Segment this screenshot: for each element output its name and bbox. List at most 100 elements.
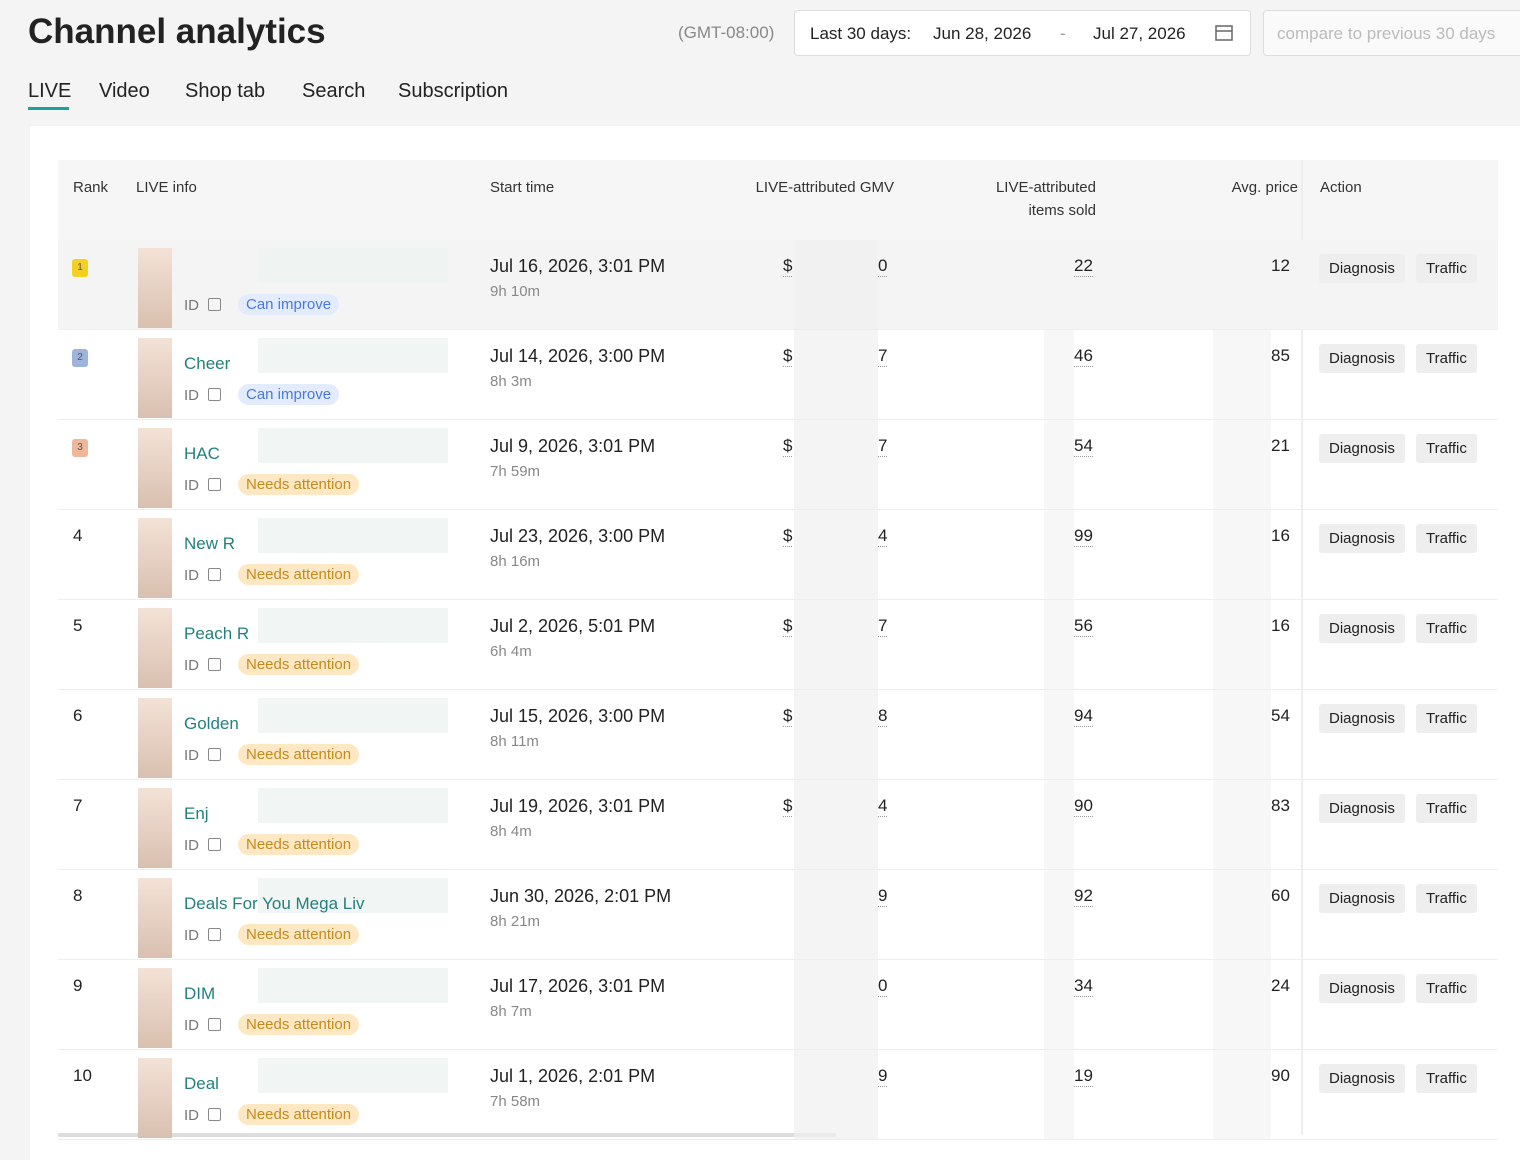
start-time: Jul 19, 2026, 3:01 PM bbox=[490, 796, 666, 816]
blurred-items bbox=[1044, 330, 1074, 419]
blurred-items bbox=[1044, 600, 1074, 689]
copy-icon bbox=[208, 568, 221, 581]
traffic-button[interactable]: Traffic bbox=[1416, 1064, 1477, 1093]
table-row[interactable]: 1 ID Can improve Jul 16, 2026, 3:01 PM 9h 10… bbox=[58, 240, 1498, 330]
id-label: ID bbox=[184, 657, 199, 674]
traffic-button[interactable]: Traffic bbox=[1416, 794, 1477, 823]
duration: 6h 4m bbox=[490, 643, 532, 660]
items-sold: 90 bbox=[1074, 796, 1093, 817]
id-label: ID bbox=[184, 1017, 199, 1034]
blurred-gmv bbox=[794, 690, 878, 779]
live-name: HAC bbox=[184, 444, 220, 463]
gmv: 4 bbox=[878, 526, 888, 547]
diagnosis-button[interactable]: Diagnosis bbox=[1319, 614, 1405, 643]
compare-text: compare to previous 30 days bbox=[1277, 24, 1496, 43]
thumbnail bbox=[138, 428, 172, 508]
diagnosis-button[interactable]: Diagnosis bbox=[1319, 434, 1405, 463]
diagnosis-button[interactable]: Diagnosis bbox=[1319, 344, 1405, 373]
copy-icon bbox=[208, 658, 221, 671]
tab[interactable]: Shop tab bbox=[185, 80, 266, 102]
diagnosis-button[interactable]: Diagnosis bbox=[1319, 1064, 1405, 1093]
tab[interactable]: Subscription bbox=[398, 80, 509, 102]
id-label: ID bbox=[184, 297, 199, 314]
status-pill: Needs attention bbox=[238, 1104, 360, 1125]
duration: 8h 11m bbox=[490, 733, 539, 750]
thumbnail bbox=[138, 968, 172, 1048]
items-sold: 56 bbox=[1074, 616, 1093, 637]
id-label: ID bbox=[184, 477, 199, 494]
start-time: Jul 23, 2026, 3:00 PM bbox=[490, 526, 666, 546]
thumbnail bbox=[138, 1058, 172, 1138]
blurred-gmv bbox=[794, 420, 878, 509]
date-picker[interactable]: Last 30 days: Jun 28, 2026 - Jul 27, 202… bbox=[794, 10, 1251, 56]
diagnosis-button[interactable]: Diagnosis bbox=[1319, 704, 1405, 733]
table-row[interactable]: 7 Enj ID Needs attention Jul 19, 2026, 3:01 … bbox=[58, 780, 1498, 870]
date-separator: - bbox=[1060, 24, 1066, 43]
thumbnail bbox=[138, 338, 172, 418]
copy-icon bbox=[208, 478, 221, 491]
table-row[interactable]: 2 Cheer ID Can improve Jul 14, 2026, 3:00 PM… bbox=[58, 330, 1498, 420]
table-row[interactable]: 10 Deal ID Needs attention Jul 1, 2026, 2:01… bbox=[58, 1050, 1498, 1140]
traffic-button[interactable]: Traffic bbox=[1416, 974, 1477, 1003]
start-time: Jul 15, 2026, 3:00 PM bbox=[490, 706, 666, 726]
traffic-button[interactable]: Traffic bbox=[1416, 434, 1477, 463]
blurred-gmv bbox=[794, 1050, 878, 1139]
diagnosis-button[interactable]: Diagnosis bbox=[1319, 884, 1405, 913]
blurred-name bbox=[258, 788, 448, 823]
gmv: 9 bbox=[878, 1066, 888, 1087]
tab[interactable]: Video bbox=[99, 80, 150, 102]
table-row[interactable]: 3 HAC ID Needs attention Jul 9, 2026, 3:01 P… bbox=[58, 420, 1498, 510]
traffic-button[interactable]: Traffic bbox=[1416, 884, 1477, 913]
avg-price: 24 bbox=[1271, 976, 1290, 995]
items-sold: 19 bbox=[1074, 1066, 1093, 1087]
compare-select[interactable]: compare to previous 30 days bbox=[1263, 10, 1520, 56]
gmv-prefix: $ bbox=[783, 796, 793, 817]
table-row[interactable]: 4 New R ID Needs attention Jul 23, 2026, 3:0… bbox=[58, 510, 1498, 600]
table-row[interactable]: 9 DIM ID Needs attention Jul 17, 2026, 3:01 … bbox=[58, 960, 1498, 1050]
id-label: ID bbox=[184, 1107, 199, 1124]
table-card: Rank LIVE info Start time LIVE-attributed G… bbox=[30, 126, 1520, 1160]
blurred-name bbox=[258, 338, 448, 373]
diagnosis-button[interactable]: Diagnosis bbox=[1319, 974, 1405, 1003]
traffic-button[interactable]: Traffic bbox=[1416, 524, 1477, 553]
diagnosis-button[interactable]: Diagnosis bbox=[1319, 254, 1405, 283]
rank-badge: 1 bbox=[72, 259, 88, 277]
date-label: Last 30 days: bbox=[810, 24, 912, 43]
avg-price: 90 bbox=[1271, 1066, 1290, 1085]
blurred-items bbox=[1044, 690, 1074, 779]
blurred-gmv bbox=[794, 240, 878, 329]
rank: 4 bbox=[73, 526, 83, 545]
gmv-prefix: $ bbox=[783, 436, 793, 457]
duration: 7h 59m bbox=[490, 463, 541, 480]
table-row[interactable]: 8 Deals For You Mega Liv ID Needs attention… bbox=[58, 870, 1498, 960]
gmv: 9 bbox=[878, 886, 888, 907]
traffic-button[interactable]: Traffic bbox=[1416, 344, 1477, 373]
diagnosis-button[interactable]: Diagnosis bbox=[1319, 794, 1405, 823]
column-header: LIVE-attributed items sold bbox=[995, 179, 1096, 219]
diagnosis-button[interactable]: Diagnosis bbox=[1319, 524, 1405, 553]
blurred-avg bbox=[1213, 510, 1271, 599]
start-time: Jun 30, 2026, 2:01 PM bbox=[490, 886, 672, 906]
thumbnail bbox=[138, 248, 172, 328]
table-row[interactable]: 5 Peach R ID Needs attention Jul 2, 2026, 5:… bbox=[58, 600, 1498, 690]
sticky-divider bbox=[1301, 160, 1303, 1135]
blurred-name bbox=[258, 608, 448, 643]
tab[interactable]: Search bbox=[302, 80, 366, 102]
traffic-button[interactable]: Traffic bbox=[1416, 704, 1477, 733]
rank-badge: 2 bbox=[72, 349, 88, 367]
tab[interactable]: LIVE bbox=[28, 80, 72, 102]
id-label: ID bbox=[184, 747, 199, 764]
copy-icon bbox=[208, 1108, 221, 1121]
gmv-prefix: $ bbox=[783, 706, 793, 727]
column-header: Start time bbox=[490, 179, 555, 196]
table-row[interactable]: 6 Golden ID Needs attention Jul 15, 2026, 3:… bbox=[58, 690, 1498, 780]
status-pill: Needs attention bbox=[238, 744, 360, 765]
status-pill: Needs attention bbox=[238, 834, 360, 855]
status-pill: Can improve bbox=[238, 294, 340, 315]
start-time: Jul 16, 2026, 3:01 PM bbox=[490, 256, 666, 276]
thumbnail bbox=[138, 878, 172, 958]
traffic-button[interactable]: Traffic bbox=[1416, 614, 1477, 643]
blurred-avg bbox=[1213, 240, 1271, 329]
rank: 9 bbox=[73, 976, 83, 995]
traffic-button[interactable]: Traffic bbox=[1416, 254, 1477, 283]
